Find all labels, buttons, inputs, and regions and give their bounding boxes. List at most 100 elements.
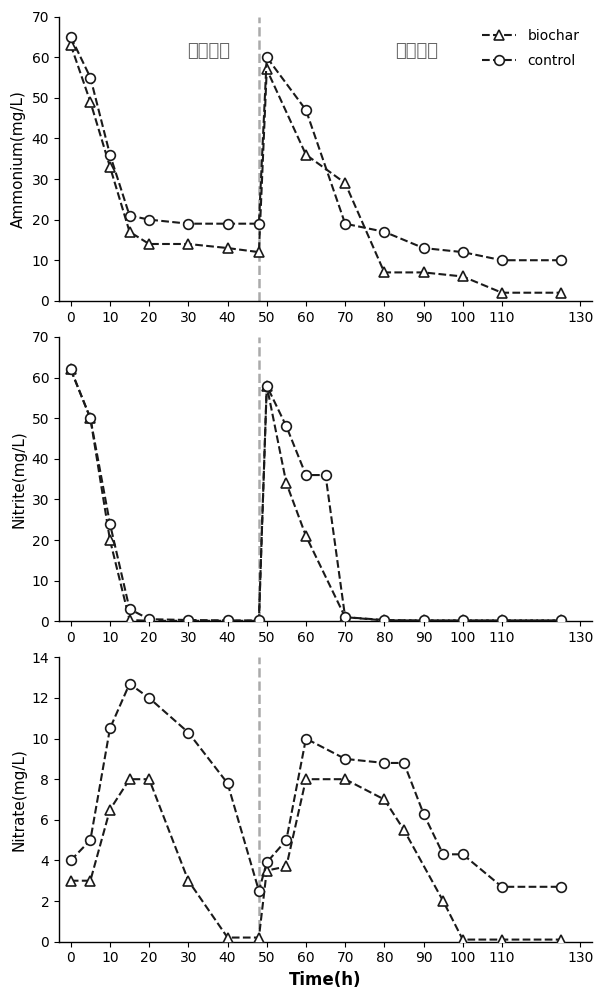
Y-axis label: Nitrite(mg/L): Nitrite(mg/L) bbox=[11, 430, 26, 528]
biochar bbox=[126, 614, 133, 626]
control bbox=[106, 149, 113, 161]
biochar bbox=[557, 287, 564, 299]
control bbox=[145, 214, 153, 226]
biochar bbox=[401, 824, 408, 836]
control bbox=[67, 31, 75, 43]
biochar bbox=[342, 177, 349, 189]
control bbox=[224, 777, 231, 789]
control bbox=[185, 614, 192, 626]
biochar bbox=[145, 773, 153, 785]
control bbox=[185, 727, 192, 739]
biochar bbox=[87, 96, 94, 108]
control bbox=[420, 242, 427, 254]
Y-axis label: Nitrate(mg/L): Nitrate(mg/L) bbox=[11, 748, 26, 851]
biochar bbox=[126, 773, 133, 785]
control bbox=[302, 469, 310, 481]
biochar bbox=[87, 412, 94, 424]
control bbox=[420, 808, 427, 820]
Text: 第二周期: 第二周期 bbox=[395, 42, 438, 60]
biochar bbox=[224, 615, 231, 627]
control bbox=[283, 420, 290, 432]
biochar bbox=[381, 266, 388, 278]
biochar bbox=[263, 380, 270, 392]
X-axis label: Time(h): Time(h) bbox=[289, 971, 362, 989]
biochar bbox=[420, 266, 427, 278]
biochar bbox=[106, 804, 113, 816]
control bbox=[557, 881, 564, 893]
control bbox=[283, 834, 290, 846]
biochar bbox=[255, 246, 262, 258]
control bbox=[255, 885, 262, 897]
biochar bbox=[263, 63, 270, 75]
control bbox=[87, 412, 94, 424]
biochar bbox=[459, 934, 467, 946]
biochar bbox=[106, 161, 113, 173]
control bbox=[498, 614, 505, 626]
control bbox=[106, 518, 113, 530]
biochar bbox=[255, 932, 262, 944]
biochar bbox=[302, 773, 310, 785]
control bbox=[185, 218, 192, 230]
Line: biochar: biochar bbox=[66, 40, 565, 298]
control bbox=[224, 218, 231, 230]
biochar bbox=[283, 477, 290, 489]
control bbox=[381, 226, 388, 238]
biochar bbox=[381, 793, 388, 805]
control bbox=[459, 614, 467, 626]
biochar bbox=[459, 270, 467, 282]
Y-axis label: Ammonium(mg/L): Ammonium(mg/L) bbox=[11, 90, 26, 228]
biochar bbox=[498, 287, 505, 299]
biochar bbox=[255, 615, 262, 627]
control bbox=[302, 104, 310, 116]
biochar bbox=[557, 934, 564, 946]
control bbox=[224, 614, 231, 626]
biochar bbox=[67, 363, 75, 375]
Line: control: control bbox=[66, 679, 565, 896]
Line: biochar: biochar bbox=[66, 365, 565, 626]
control bbox=[342, 611, 349, 623]
biochar bbox=[67, 39, 75, 51]
control bbox=[381, 757, 388, 769]
control bbox=[439, 848, 447, 860]
biochar bbox=[381, 614, 388, 626]
control bbox=[263, 51, 270, 63]
biochar bbox=[224, 932, 231, 944]
biochar bbox=[185, 615, 192, 627]
biochar bbox=[145, 615, 153, 627]
control bbox=[126, 678, 133, 690]
control bbox=[67, 854, 75, 866]
Line: biochar: biochar bbox=[66, 774, 565, 944]
biochar bbox=[557, 614, 564, 626]
control bbox=[322, 469, 329, 481]
biochar bbox=[67, 875, 75, 887]
control bbox=[420, 614, 427, 626]
control bbox=[126, 603, 133, 615]
control bbox=[145, 692, 153, 704]
biochar bbox=[439, 895, 447, 907]
biochar bbox=[185, 875, 192, 887]
biochar bbox=[302, 149, 310, 161]
control bbox=[87, 72, 94, 84]
control bbox=[255, 218, 262, 230]
biochar bbox=[263, 865, 270, 877]
biochar bbox=[498, 934, 505, 946]
biochar bbox=[126, 226, 133, 238]
Line: control: control bbox=[66, 32, 565, 265]
control bbox=[263, 856, 270, 868]
control bbox=[557, 614, 564, 626]
control bbox=[459, 246, 467, 258]
biochar bbox=[498, 614, 505, 626]
biochar bbox=[106, 534, 113, 546]
control bbox=[557, 254, 564, 266]
control bbox=[401, 757, 408, 769]
control bbox=[459, 848, 467, 860]
biochar bbox=[342, 611, 349, 623]
control bbox=[126, 210, 133, 222]
control bbox=[145, 613, 153, 625]
control bbox=[342, 753, 349, 765]
control bbox=[106, 722, 113, 734]
control bbox=[381, 614, 388, 626]
control bbox=[498, 881, 505, 893]
Legend: biochar, control: biochar, control bbox=[476, 24, 585, 74]
control bbox=[342, 218, 349, 230]
